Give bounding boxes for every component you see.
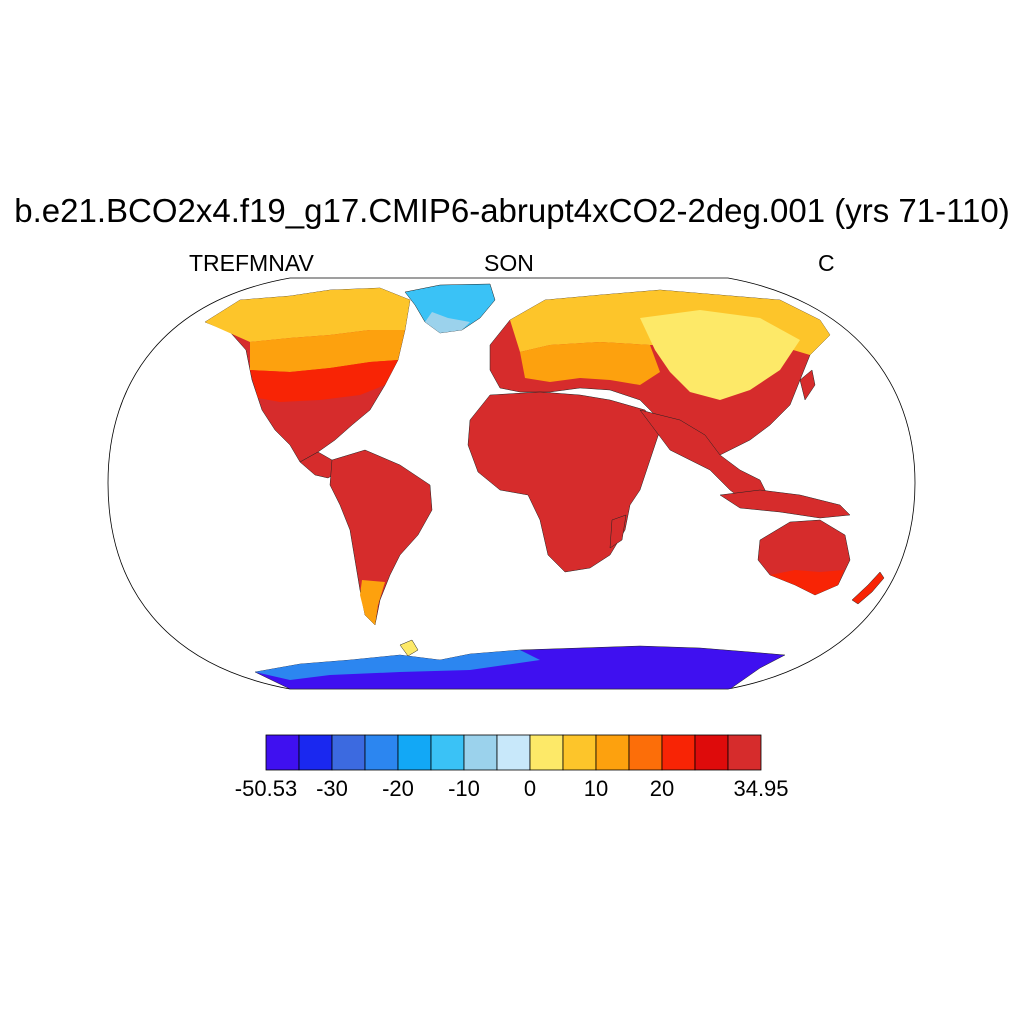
colorbar-tick-label: 0 (523, 776, 537, 801)
madagascar (609, 514, 627, 549)
greenland-edge (425, 312, 470, 333)
antarctica-coast (255, 650, 540, 680)
colorbar-swatch (727, 734, 762, 771)
indonesia (719, 489, 851, 519)
eurasia-mid (520, 342, 660, 385)
colorbar-swatch (661, 734, 696, 771)
colorbar-swatch (628, 734, 663, 771)
colorbar-swatch (397, 734, 432, 771)
colorbar-swatch (364, 734, 399, 771)
colorbar-tick-label: 10 (583, 776, 609, 801)
japan (799, 369, 816, 401)
australia-south (770, 570, 844, 595)
colorbar-tick-label: -10 (448, 776, 480, 801)
colorbar-swatch (694, 734, 729, 771)
antarctic-peninsula (399, 639, 419, 657)
colorbar-swatch (595, 734, 630, 771)
siberia (640, 310, 800, 400)
south-america-tip (360, 580, 385, 625)
colorbar-swatch (463, 734, 498, 771)
colorbar-swatch (430, 734, 465, 771)
colorbar-swatch (496, 734, 531, 771)
colorbar-swatch (562, 734, 597, 771)
colorbar-swatch (298, 734, 333, 771)
colorbar-min-label: -50.53 (234, 776, 298, 801)
units-label: C (818, 250, 835, 276)
variable-label: TREFMNAV (189, 250, 314, 276)
season-label: SON (484, 250, 534, 276)
colorbar-max-label: 34.95 (733, 776, 789, 801)
north-america-mid (250, 330, 405, 372)
north-america-south (250, 360, 398, 402)
south-america (329, 449, 433, 626)
colorbar-tick-label: -30 (316, 776, 348, 801)
north-america-north (205, 288, 410, 342)
colorbar-swatch (265, 734, 300, 771)
plot-title: b.e21.BCO2x4.f19_g17.CMIP6-abrupt4xCO2-2… (14, 192, 1010, 229)
colorbar-tick-label: 20 (649, 776, 675, 801)
colorbar-swatch (331, 734, 366, 771)
colorbar-tick-label: -20 (382, 776, 414, 801)
colorbar-swatch (529, 734, 564, 771)
new-zealand (851, 571, 885, 605)
